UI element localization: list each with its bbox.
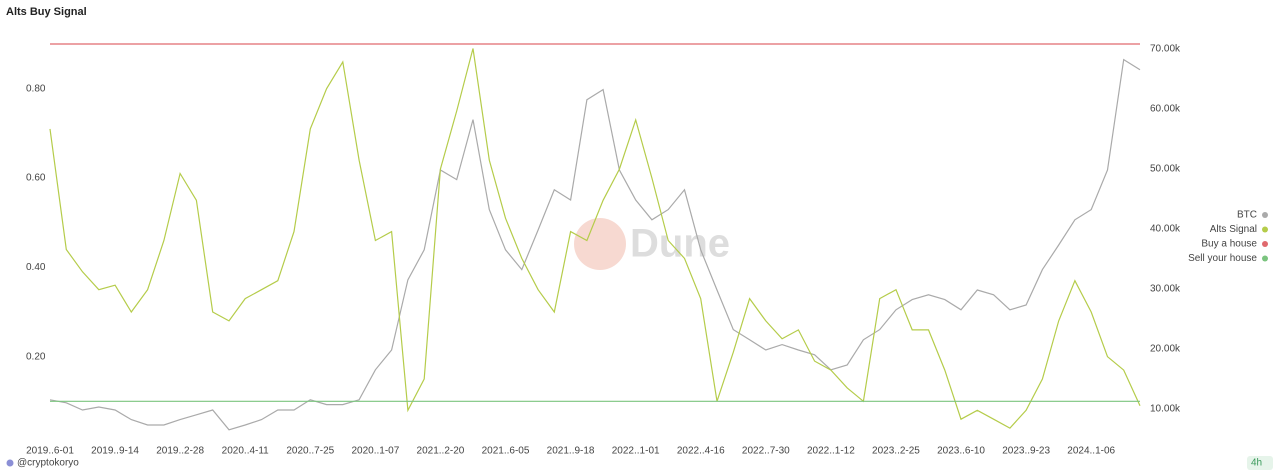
y2-tick-label: 70.00k [1150,43,1181,54]
legend-swatch [1262,212,1268,218]
x-tick-label: 2023..9-23 [1002,446,1050,457]
x-tick-label: 2021..2-20 [417,446,465,457]
y2-tick-label: 20.00k [1150,343,1181,354]
y-tick-label: 0.40 [26,262,46,273]
x-tick-label: 2023..6-10 [937,446,985,457]
x-tick-label: 2022..4-16 [677,446,725,457]
y2-tick-label: 30.00k [1150,283,1181,294]
x-tick-label: 2021..9-18 [547,446,595,457]
y2-tick-label: 10.00k [1150,403,1181,414]
y-tick-label: 0.20 [26,351,46,362]
footer: @cryptokoryo [17,458,79,469]
y2-tick-label: 40.00k [1150,223,1181,234]
x-tick-label: 2021..6-05 [482,446,530,457]
legend-swatch [1262,255,1268,262]
interval-badge [1247,456,1273,470]
legend-swatch [1262,241,1268,247]
x-tick-label: 2024..1-06 [1067,446,1115,457]
interval: 4h [1251,458,1262,469]
y-tick-label: 0.80 [26,83,46,94]
watermark: Dune [630,222,730,266]
y2-tick-label: 50.00k [1150,163,1181,174]
legend-label: Buy a house [1201,239,1257,250]
x-tick-label: 2019..6-01 [26,446,74,457]
x-tick-label: 2020..4-11 [222,446,270,457]
footer-icon [6,459,14,467]
x-tick-label: 2022..7-30 [742,446,790,457]
series-line [49,58,1141,431]
y2-tick-label: 60.00k [1150,103,1181,114]
x-tick-label: 2019..2-28 [156,446,204,457]
watermark-logo [574,218,626,270]
x-tick-label: 2020..7-25 [286,446,334,457]
x-tick-label: 2020..1-07 [351,446,399,457]
x-tick-label: 2019..9-14 [91,446,139,457]
series-line [49,48,1141,429]
legend-label: Sell your house [1188,253,1257,264]
chart-title: Alts Buy Signal [6,6,87,18]
x-tick-label: 2023..2-25 [872,446,920,457]
x-tick-label: 2022..1-01 [612,446,660,457]
legend-swatch [1262,226,1268,233]
y-tick-label: 0.60 [26,173,46,184]
x-tick-label: 2022..1-12 [807,446,855,457]
legend-label: Alts Signal [1210,224,1257,235]
legend-label: BTC [1237,210,1257,221]
